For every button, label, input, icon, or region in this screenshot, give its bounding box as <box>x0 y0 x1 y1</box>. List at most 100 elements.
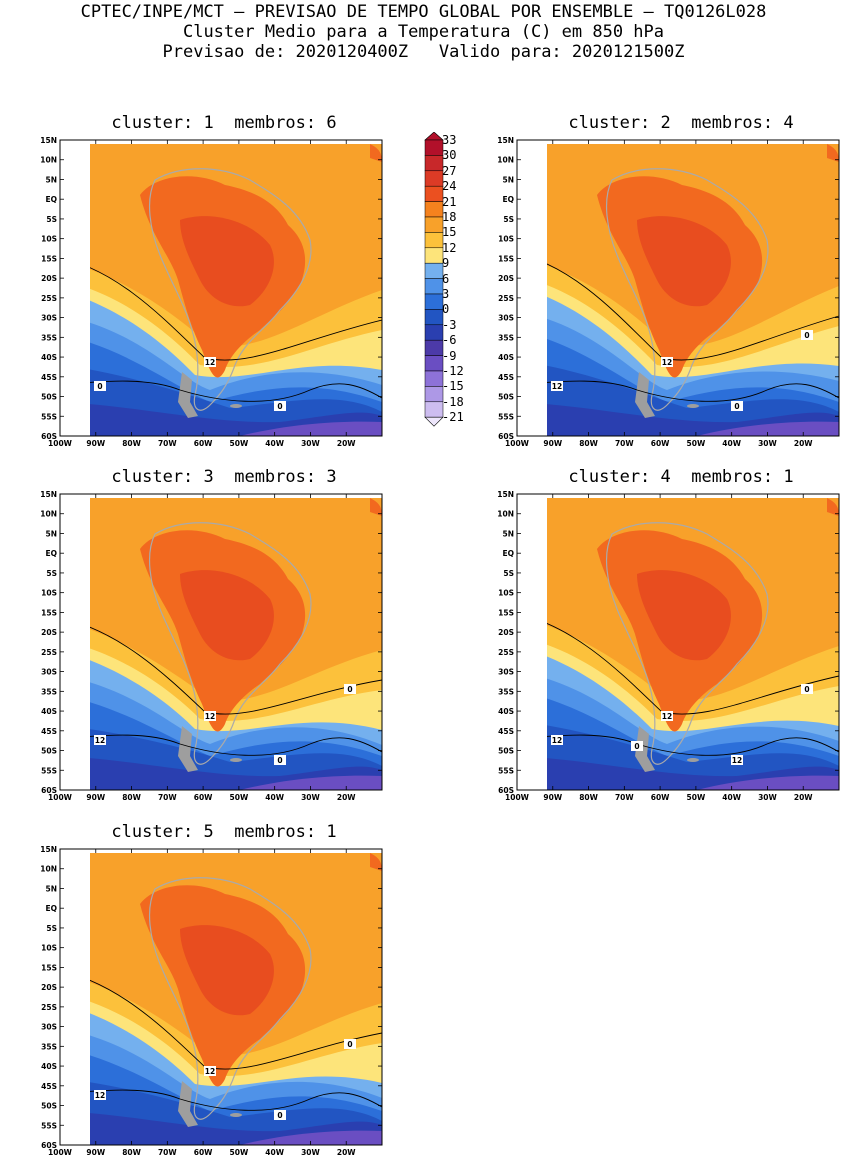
lat-label: 50S <box>498 393 514 402</box>
map-frame <box>516 493 840 791</box>
map-canvas: 12 0 0 15N 10N 5N EQ 5S 10S 15S 20S 25S 30S 35S 40S 45S… <box>40 136 383 448</box>
contour-label: 0 <box>277 402 282 411</box>
contour-label-bg <box>204 357 216 367</box>
warm-region-24 <box>637 570 731 661</box>
map-canvas: 12 12 12 0 0 15N 10N 5N EQ 5S 10S 15S 20S 25S 30S 35S 40… <box>497 490 840 802</box>
lat-label: 10S <box>41 944 57 953</box>
lat-label: 20S <box>41 628 57 637</box>
colorbar-label: 0 <box>442 302 450 317</box>
lat-label: 30S <box>41 314 57 323</box>
lon-label: 70W <box>158 439 177 448</box>
panel-title-4: cluster: 4 membros: 1 <box>568 467 794 487</box>
lat-label: 40S <box>41 353 57 362</box>
contour-0 <box>90 1089 383 1111</box>
coastline <box>606 522 769 765</box>
lon-label: 90W <box>543 793 562 802</box>
lon-label: 80W <box>579 793 598 802</box>
header-line2: Cluster Medio para a Temperatura (C) em … <box>182 22 665 42</box>
colorbar-swatches <box>424 131 444 427</box>
lat-label: 15N <box>497 490 514 499</box>
colorbar <box>424 131 474 444</box>
africa-corner <box>370 853 382 871</box>
colorbar-swatch <box>424 293 444 310</box>
lat-label: 55S <box>41 1121 57 1130</box>
colorbar-swatch <box>424 324 444 341</box>
lon-label: 70W <box>158 1148 177 1157</box>
contour-label: 0 <box>734 402 739 411</box>
lat-label: 25S <box>498 294 514 303</box>
lon-label: 60W <box>651 793 670 802</box>
lat-label: 55S <box>498 412 514 421</box>
lat-label: 35S <box>41 687 57 696</box>
contour-label-bg <box>94 735 106 745</box>
lat-label: 55S <box>498 766 514 775</box>
colorbar-label: 6 <box>442 271 450 286</box>
lon-label: 90W <box>543 439 562 448</box>
lat-label: 35S <box>41 1042 57 1051</box>
lon-label: 20W <box>337 439 356 448</box>
map-panel-cluster-1: 12 0 0 15N 10N 5N EQ 5S 10S 15S 20S 25S 30S 35S 40S 45S… <box>30 136 383 448</box>
lon-label: 30W <box>301 439 320 448</box>
lat-label: 50S <box>498 747 514 756</box>
warm-region-24 <box>180 570 274 661</box>
lat-label: 30S <box>498 314 514 323</box>
lat-label: 30S <box>41 668 57 677</box>
contour-label: 12 <box>662 358 672 367</box>
colorbar-label: 18 <box>442 210 457 224</box>
lat-label: 60S <box>498 432 514 441</box>
lat-label: 45S <box>498 373 514 382</box>
lat-label: 25S <box>41 648 57 657</box>
contour-label: 0 <box>804 685 809 694</box>
lon-label: 40W <box>265 1148 284 1157</box>
falklands <box>230 1113 242 1117</box>
contour-label: 0 <box>347 685 352 694</box>
lat-label: 5S <box>46 215 57 224</box>
contour-label-bg <box>204 1066 216 1076</box>
lat-label: 20S <box>498 628 514 637</box>
lat-label: 35S <box>498 333 514 342</box>
lon-label: 40W <box>722 439 741 448</box>
contour-label-bg <box>274 401 286 411</box>
panel-title-1: cluster: 1 membros: 6 <box>111 113 337 133</box>
lat-label: 15N <box>40 490 57 499</box>
lon-label: 90W <box>86 793 105 802</box>
colorbar-swatch <box>424 185 444 202</box>
contour-label-bg <box>344 1039 356 1049</box>
patagonia <box>635 726 655 772</box>
lat-label: 25S <box>41 1003 57 1012</box>
header-line1: CPTEC/INPE/MCT – PREVISAO DE TEMPO GLOBA… <box>80 2 767 22</box>
lat-label: 60S <box>41 432 57 441</box>
colorbar-arrow-bottom <box>424 416 444 427</box>
colorbar-label: 3 <box>442 287 450 301</box>
lon-label: 60W <box>651 439 670 448</box>
africa-corner <box>827 144 839 162</box>
lat-label: 10S <box>41 235 57 244</box>
patagonia <box>635 372 655 418</box>
lat-label: 5S <box>46 924 57 933</box>
lon-label: 70W <box>615 793 634 802</box>
lat-label: 20S <box>498 274 514 283</box>
lat-label: 5N <box>503 529 515 538</box>
lat-label: 40S <box>41 707 57 716</box>
contour-0 <box>90 380 383 402</box>
lon-label: 80W <box>579 439 598 448</box>
lat-label: 35S <box>41 333 57 342</box>
lon-label: 100W <box>48 439 73 448</box>
lat-label: 10N <box>40 156 57 165</box>
lat-label: 45S <box>41 727 57 736</box>
lat-label: 45S <box>498 727 514 736</box>
lat-label: EQ <box>46 549 58 558</box>
colorbar-swatch <box>424 262 444 279</box>
lat-label: 45S <box>41 373 57 382</box>
lat-label: 50S <box>41 1102 57 1111</box>
contour-label: 0 <box>804 331 809 340</box>
coastline <box>606 168 769 411</box>
lat-label: EQ <box>503 195 515 204</box>
lat-label: 25S <box>498 648 514 657</box>
lat-label: 40S <box>498 353 514 362</box>
lon-label: 100W <box>48 793 73 802</box>
lat-label: 15S <box>41 254 57 263</box>
map-frame <box>59 848 383 1146</box>
contour-label: 12 <box>552 736 562 745</box>
lat-label: 55S <box>41 412 57 421</box>
